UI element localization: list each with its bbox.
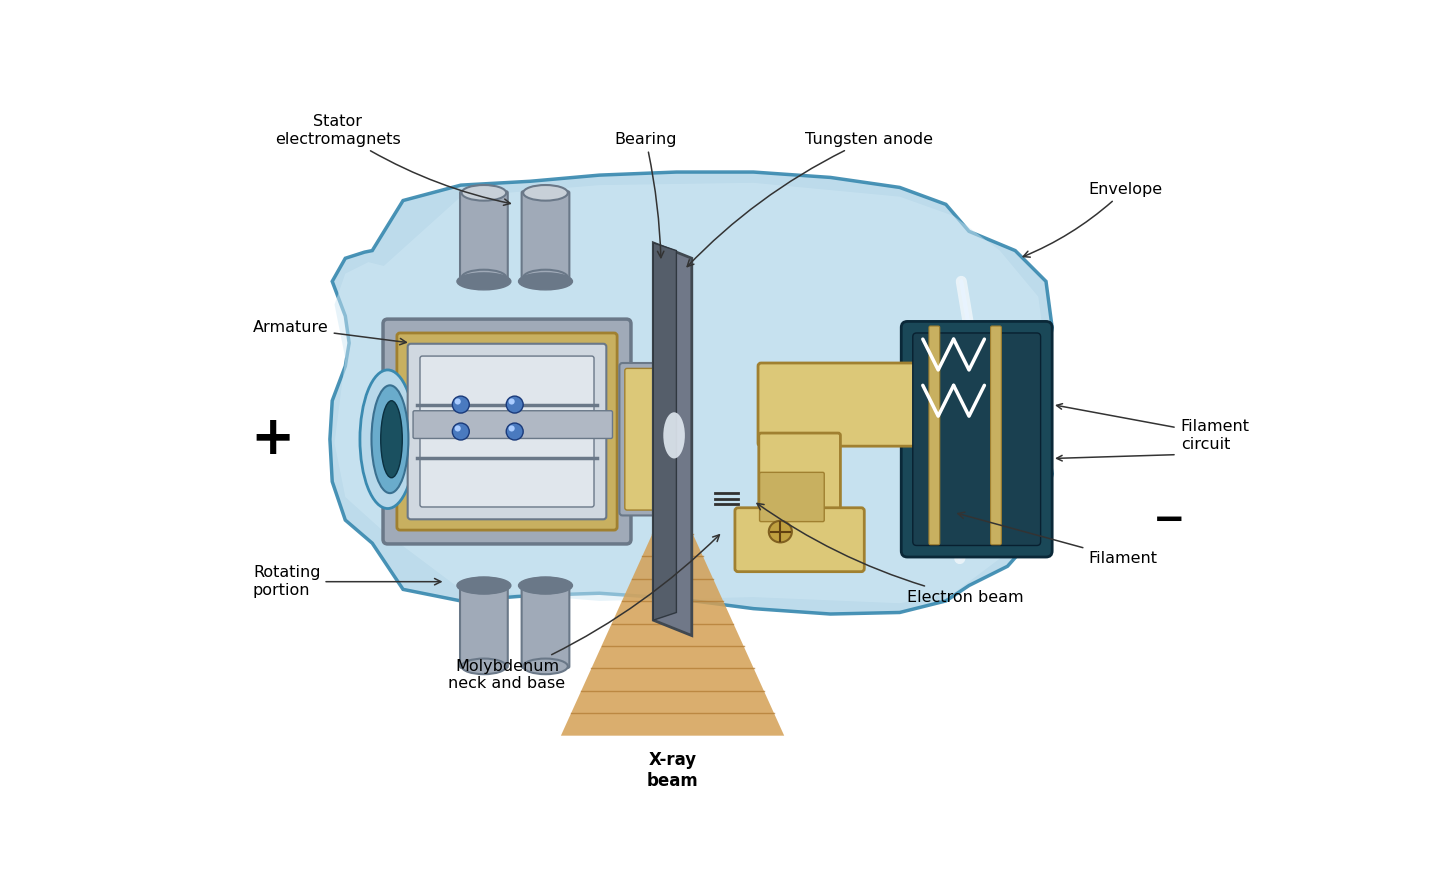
Ellipse shape [360,370,415,508]
Ellipse shape [455,398,461,405]
FancyBboxPatch shape [383,319,631,544]
FancyBboxPatch shape [759,433,841,530]
Text: Filament: Filament [958,512,1158,566]
Ellipse shape [455,425,461,432]
FancyBboxPatch shape [757,363,942,446]
Ellipse shape [523,269,567,285]
Ellipse shape [507,423,523,440]
FancyBboxPatch shape [625,368,657,510]
Text: X-ray
beam: X-ray beam [647,751,698,790]
Text: Stator
electromagnets: Stator electromagnets [275,114,510,205]
Polygon shape [334,182,1044,603]
Text: Rotating
portion: Rotating portion [253,566,441,598]
Ellipse shape [518,273,573,290]
Ellipse shape [462,659,507,674]
Ellipse shape [664,412,685,459]
Ellipse shape [456,577,511,594]
Polygon shape [654,242,677,620]
Text: Bearing: Bearing [615,131,677,257]
Polygon shape [654,242,691,635]
Text: −: − [1153,501,1185,539]
Polygon shape [562,489,785,736]
Ellipse shape [462,578,507,594]
FancyBboxPatch shape [759,473,824,521]
Text: Electron beam: Electron beam [757,503,1024,605]
FancyBboxPatch shape [734,507,864,572]
FancyBboxPatch shape [397,333,618,530]
Ellipse shape [769,521,792,542]
Text: Tungsten anode: Tungsten anode [687,131,933,267]
Text: Filament
circuit: Filament circuit [1181,419,1250,452]
FancyBboxPatch shape [929,326,940,545]
Ellipse shape [372,385,409,493]
Ellipse shape [462,269,507,285]
FancyBboxPatch shape [413,411,612,439]
Ellipse shape [456,273,511,290]
Ellipse shape [508,398,514,405]
FancyBboxPatch shape [991,326,1001,545]
Ellipse shape [452,396,469,413]
Text: Envelope: Envelope [1024,182,1162,257]
Ellipse shape [518,577,573,594]
Ellipse shape [523,578,567,594]
Text: +: + [251,414,294,465]
Ellipse shape [452,423,469,440]
FancyBboxPatch shape [521,584,569,668]
Ellipse shape [523,659,567,674]
Text: Molybdenum
neck and base: Molybdenum neck and base [448,534,720,691]
Polygon shape [330,172,1053,614]
Text: Armature: Armature [253,320,406,345]
Ellipse shape [462,185,507,201]
FancyBboxPatch shape [521,191,569,279]
FancyBboxPatch shape [901,322,1053,557]
FancyBboxPatch shape [913,333,1041,546]
FancyBboxPatch shape [408,344,606,520]
FancyBboxPatch shape [420,356,595,507]
Ellipse shape [523,185,567,201]
FancyBboxPatch shape [619,363,660,515]
FancyBboxPatch shape [459,584,508,668]
Ellipse shape [380,401,402,478]
Ellipse shape [508,425,514,432]
Ellipse shape [507,396,523,413]
FancyBboxPatch shape [459,191,508,279]
